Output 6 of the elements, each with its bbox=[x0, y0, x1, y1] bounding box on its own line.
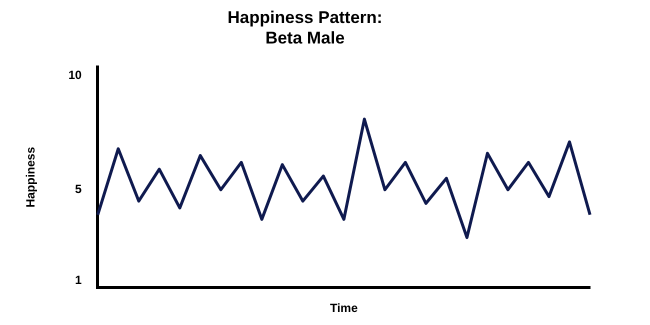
y-tick-label: 10 bbox=[68, 68, 82, 82]
x-axis-title: Time bbox=[330, 301, 358, 316]
y-axis-title: Happiness bbox=[24, 146, 38, 208]
chart-title: Happiness Pattern: Beta Male bbox=[228, 8, 382, 48]
y-tick-label: 5 bbox=[75, 182, 82, 196]
y-tick-label: 1 bbox=[75, 273, 82, 288]
